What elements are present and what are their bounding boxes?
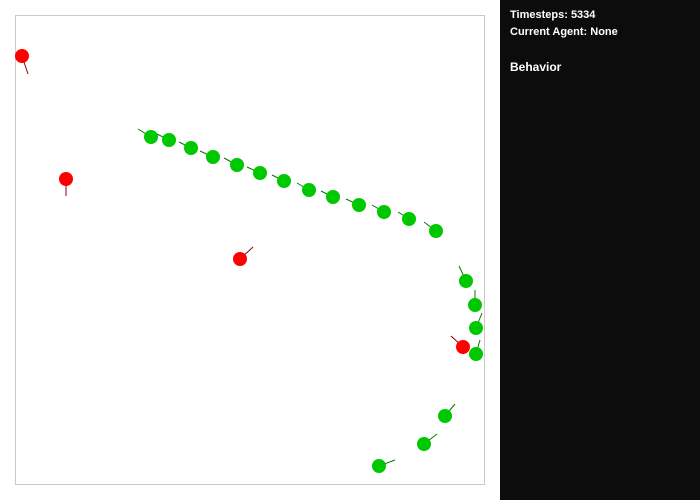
green-agent[interactable] (397, 211, 416, 226)
green-agent[interactable] (469, 312, 483, 335)
simulation-area[interactable] (0, 0, 500, 500)
agent-body[interactable] (438, 409, 452, 423)
agent-body[interactable] (402, 212, 416, 226)
behavior-heading: Behavior (510, 60, 562, 74)
green-agent[interactable] (320, 190, 340, 204)
green-agent[interactable] (246, 166, 267, 180)
agent-body[interactable] (253, 166, 267, 180)
red-agent[interactable] (450, 335, 470, 354)
agent-body[interactable] (326, 190, 340, 204)
current-agent-value: None (590, 26, 618, 38)
green-agent[interactable] (372, 459, 396, 473)
green-agent[interactable] (271, 174, 291, 188)
agent-body[interactable] (417, 437, 431, 451)
green-agent[interactable] (468, 290, 482, 312)
green-agent[interactable] (199, 150, 220, 164)
agents-layer (15, 49, 483, 473)
agent-body[interactable] (372, 459, 386, 473)
agent-body[interactable] (162, 133, 176, 147)
arena-canvas[interactable] (0, 0, 500, 500)
green-agent[interactable] (137, 128, 158, 144)
agent-body[interactable] (429, 224, 443, 238)
green-agent[interactable] (458, 265, 473, 288)
agent-body[interactable] (59, 172, 73, 186)
agent-body[interactable] (469, 321, 483, 335)
red-agent[interactable] (59, 172, 73, 196)
agent-body[interactable] (233, 252, 247, 266)
agent-body[interactable] (469, 347, 483, 361)
green-agent[interactable] (423, 221, 443, 238)
agent-body[interactable] (15, 49, 29, 63)
green-agent[interactable] (178, 141, 198, 155)
agent-body[interactable] (206, 150, 220, 164)
green-agent[interactable] (371, 204, 391, 219)
timesteps-value: 5334 (570, 9, 596, 21)
agent-body[interactable] (277, 174, 291, 188)
agent-body[interactable] (302, 183, 316, 197)
current-agent-readout: Current Agent: None (510, 26, 618, 38)
red-agent[interactable] (233, 246, 254, 266)
green-agent[interactable] (417, 433, 438, 451)
timesteps-readout: Timesteps: 5334 (510, 9, 595, 21)
current-agent-label: Current Agent: (510, 26, 588, 38)
side-panel: Timesteps: 5334 Current Agent: None Beha… (500, 0, 700, 500)
green-agent[interactable] (469, 339, 483, 361)
agent-body[interactable] (459, 274, 473, 288)
agent-body[interactable] (377, 205, 391, 219)
agent-body[interactable] (144, 130, 158, 144)
agent-body[interactable] (352, 198, 366, 212)
agent-body[interactable] (468, 298, 482, 312)
green-agent[interactable] (296, 182, 316, 197)
green-agent[interactable] (345, 198, 366, 212)
agent-body[interactable] (230, 158, 244, 172)
red-agent[interactable] (15, 49, 29, 75)
timesteps-label: Timesteps: (510, 9, 568, 21)
arena-boundary (15, 15, 485, 485)
agent-body[interactable] (184, 141, 198, 155)
green-agent[interactable] (223, 157, 244, 172)
agent-body[interactable] (456, 340, 470, 354)
green-agent[interactable] (438, 403, 456, 423)
green-agent[interactable] (156, 133, 176, 147)
